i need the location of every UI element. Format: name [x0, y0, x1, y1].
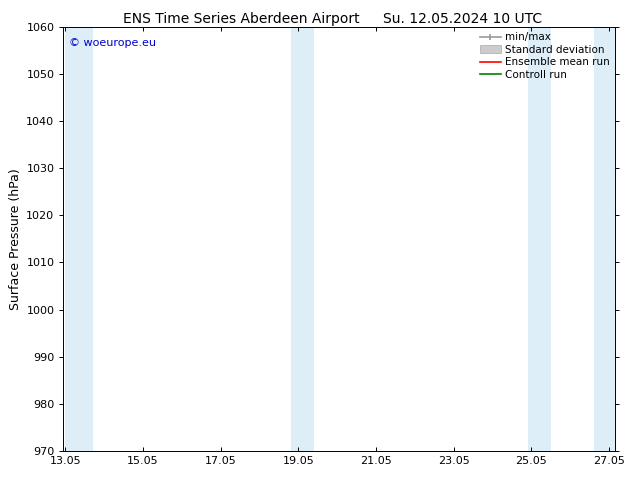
Text: Su. 12.05.2024 10 UTC: Su. 12.05.2024 10 UTC — [384, 12, 542, 26]
Bar — [527, 27, 551, 451]
Text: © woeurope.eu: © woeurope.eu — [69, 38, 156, 48]
Bar — [593, 27, 615, 451]
Bar — [65, 27, 93, 451]
Bar — [290, 27, 314, 451]
Legend: min/max, Standard deviation, Ensemble mean run, Controll run: min/max, Standard deviation, Ensemble me… — [478, 30, 612, 82]
Text: ENS Time Series Aberdeen Airport: ENS Time Series Aberdeen Airport — [122, 12, 359, 26]
Y-axis label: Surface Pressure (hPa): Surface Pressure (hPa) — [9, 168, 22, 310]
